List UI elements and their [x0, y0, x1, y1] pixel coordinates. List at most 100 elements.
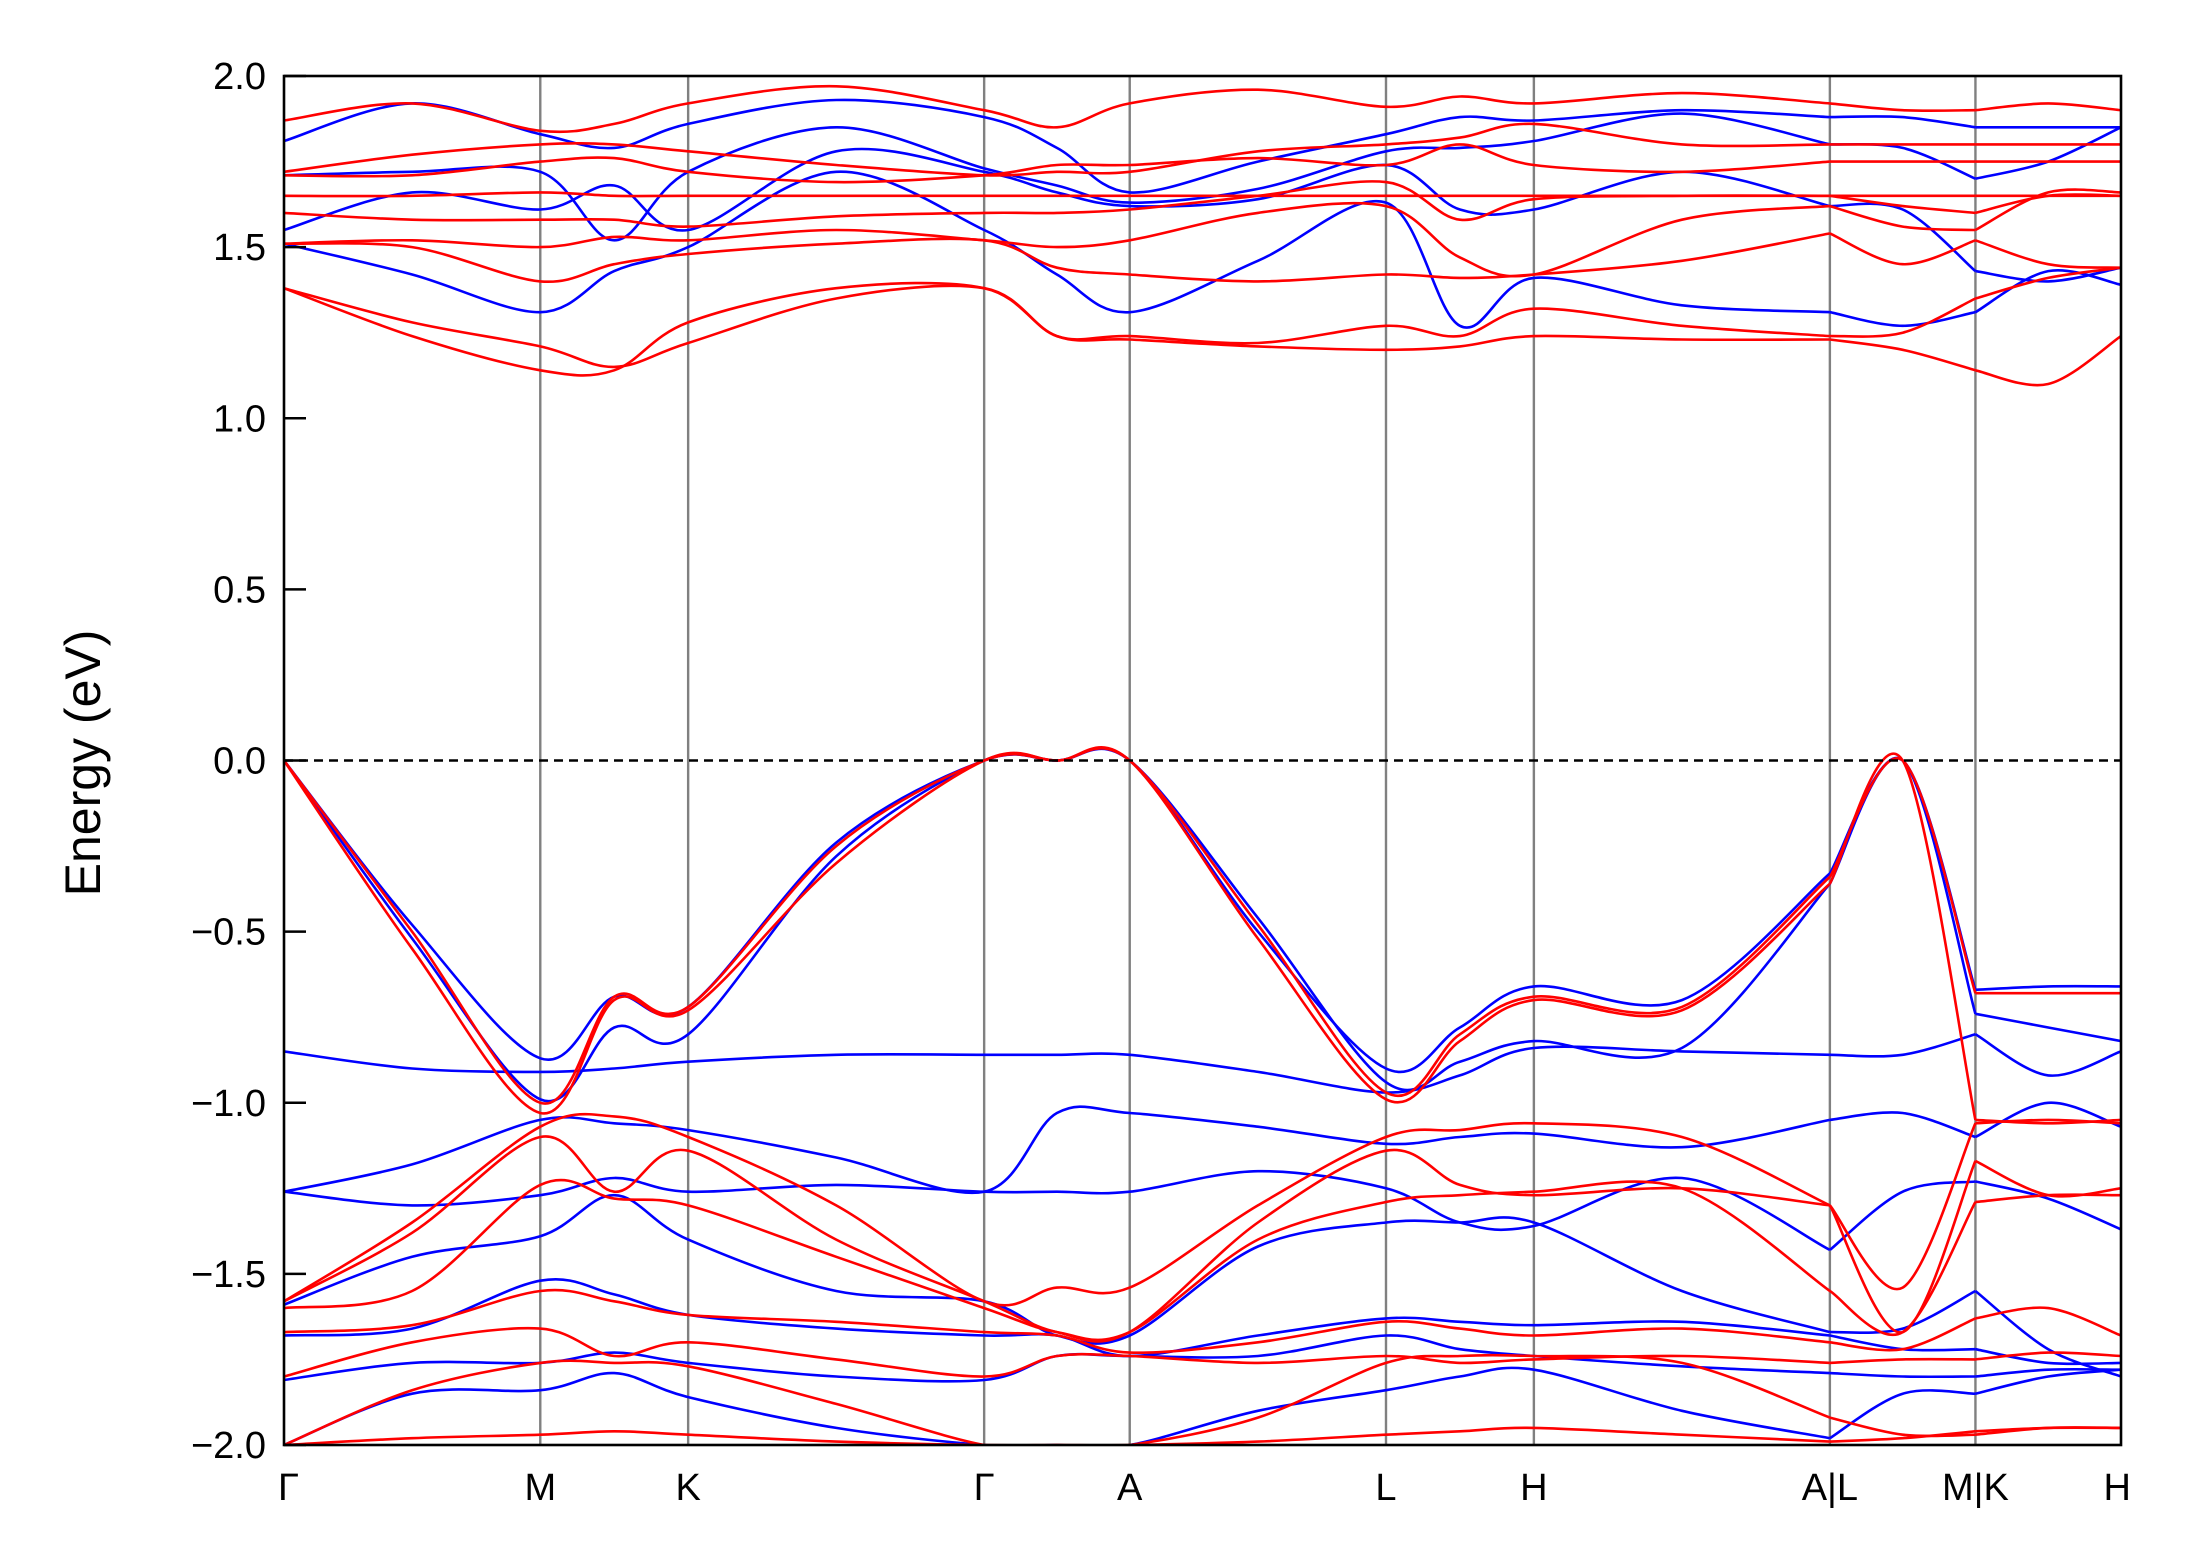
y-tick-label: 1.0 [213, 398, 266, 440]
band-line-spin-up [284, 170, 1830, 329]
band-line-spin-down [284, 284, 1830, 369]
x-tick-label: A [1117, 1467, 1143, 1509]
band-line-spin-up [1975, 1367, 2121, 1378]
band-line-spin-up [284, 1045, 1830, 1094]
band-line-spin-down [1975, 266, 2121, 300]
band-line-spin-up [1829, 310, 1976, 328]
band-line-spin-down [1829, 1317, 1976, 1352]
band-line-spin-up [284, 98, 1830, 194]
band-line-spin-up [1829, 1111, 1976, 1139]
band-line-spin-up [1974, 268, 2121, 314]
y-tick-label: −1.0 [191, 1083, 266, 1125]
x-tick-label: L [1375, 1467, 1396, 1509]
band-line-spin-up [284, 1193, 1831, 1345]
y-axis-label: Energy (eV) [55, 630, 111, 897]
band-line-spin-down [1829, 232, 1976, 266]
band-line-spin-up [1974, 1101, 2121, 1139]
band-line-spin-down [1829, 102, 1976, 113]
band-line-spin-down [1829, 1430, 1976, 1443]
band-line-spin-down [284, 122, 1830, 177]
band-line-spin-up [284, 147, 1831, 232]
band-line-spin-down [1974, 239, 2121, 269]
y-tick-label: −2.0 [191, 1425, 266, 1467]
band-series-layer [284, 84, 2121, 1445]
band-line-spin-down [1975, 193, 2121, 215]
band-line-spin-down [1829, 297, 1976, 338]
band-line-spin-down [284, 1326, 1830, 1378]
band-line-spin-down [1975, 335, 2121, 387]
band-line-spin-down [1829, 1357, 1976, 1365]
band-line-spin-down [1829, 204, 1976, 232]
band-line-spin-up [284, 1169, 1831, 1252]
band-line-spin-up [284, 1366, 1831, 1445]
x-tick-label: A|L [1802, 1467, 1858, 1509]
band-line-spin-down [1829, 194, 1976, 215]
band-line-spin-down [1828, 1122, 1977, 1291]
band-line-spin-down [1975, 1118, 2121, 1125]
band-line-spin-down [1975, 1118, 2121, 1125]
band-line-spin-up [1975, 266, 2121, 283]
band-line-spin-down [284, 201, 1831, 278]
band-line-spin-down [1974, 188, 2121, 232]
band-line-spin-up [1829, 1389, 1976, 1440]
x-axis-ticks: Γ M K Γ A L H A|L M|K H [278, 1467, 2131, 1509]
band-line-spin-down [284, 1112, 1831, 1307]
band-line-spin-up [1974, 1033, 2121, 1077]
x-tick-label: H [1520, 1467, 1547, 1509]
band-line-spin-down [284, 1135, 1831, 1343]
band-line-spin-up [1828, 757, 1977, 991]
band-line-spin-up [1975, 1180, 2121, 1231]
y-tick-label: −1.5 [191, 1254, 266, 1296]
band-line-spin-down [284, 746, 1831, 1115]
band-line-spin-down [284, 281, 1830, 377]
band-line-spin-down [284, 747, 1831, 1105]
band-line-spin-down [284, 1426, 1830, 1445]
band-line-spin-up [1975, 984, 2121, 992]
y-tick-label: 0.5 [213, 569, 266, 611]
band-line-spin-down [284, 1353, 1831, 1445]
y-tick-label: 2.0 [213, 56, 266, 98]
band-line-spin-up [1975, 1347, 2121, 1366]
band-line-spin-down [1975, 1426, 2121, 1433]
band-line-spin-down [1974, 1159, 2121, 1198]
band-line-spin-up [1829, 202, 1977, 273]
band-line-spin-up [1975, 1012, 2121, 1043]
y-axis-ticks: 2.0 1.5 1.0 0.5 0.0 −0.5 −1.0 −1.5 −2.0 [191, 56, 306, 1467]
band-line-spin-up [1829, 115, 1976, 129]
band-line-spin-down [1975, 1306, 2121, 1337]
band-line-spin-up [1829, 1180, 1976, 1251]
band-line-spin-down [1829, 1201, 1977, 1336]
band-line-spin-down [1975, 1193, 2121, 1204]
y-tick-label: −0.5 [191, 912, 266, 954]
x-tick-label: M [524, 1467, 556, 1509]
band-line-spin-down [284, 180, 1830, 228]
band-line-spin-up [1975, 1368, 2121, 1395]
band-line-spin-down [1829, 338, 1976, 372]
band-line-spin-up [284, 746, 1831, 1074]
band-line-spin-up [1829, 1371, 1976, 1379]
x-tick-label: M|K [1942, 1467, 2009, 1509]
band-line-spin-up [1829, 1033, 1976, 1058]
band-line-spin-down [284, 84, 1830, 134]
band-line-spin-down [284, 143, 1830, 184]
band-line-spin-up [284, 1278, 1831, 1358]
band-line-spin-down [284, 191, 1830, 198]
band-line-spin-down [1975, 1351, 2121, 1361]
band-line-spin-up [1975, 126, 2121, 180]
y-tick-label: 1.5 [213, 227, 266, 269]
x-tick-label: Γ [278, 1467, 299, 1509]
x-tick-label: H [2104, 1467, 2131, 1509]
band-line-spin-up [1828, 756, 1977, 1015]
x-tick-label: Γ [974, 1467, 995, 1509]
band-line-spin-down [284, 1288, 1831, 1355]
band-line-spin-down [284, 1178, 1831, 1342]
band-line-spin-down [1828, 752, 1977, 1121]
band-line-spin-up [284, 112, 1831, 242]
y-tick-label: 0.0 [213, 741, 266, 783]
band-line-spin-down [1828, 757, 1977, 994]
band-line-spin-up [1829, 1289, 1977, 1335]
band-line-spin-down [1975, 102, 2121, 112]
band-line-spin-down [1829, 1416, 1976, 1438]
x-tick-label: K [675, 1467, 700, 1509]
